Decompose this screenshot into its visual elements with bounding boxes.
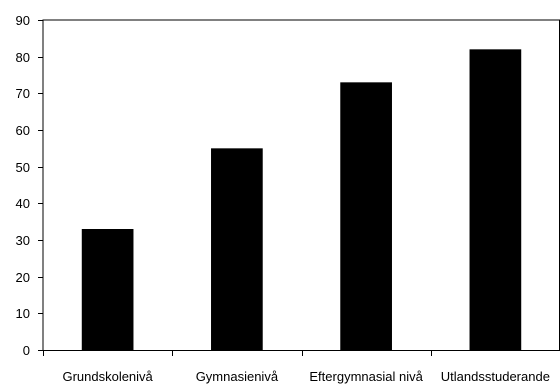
y-tick-label: 70 xyxy=(16,86,30,101)
x-axis: Grundskolenivå Gymnasienivå Eftergymnasial… xyxy=(38,350,560,384)
y-tick-label: 90 xyxy=(16,13,30,28)
bar-4 xyxy=(469,49,522,350)
y-tick-label: 40 xyxy=(16,196,30,211)
y-tick-label: 60 xyxy=(16,123,30,138)
x-category-label: Utlandsstuderande xyxy=(441,369,550,384)
bar-2 xyxy=(211,148,263,350)
y-tick-label: 30 xyxy=(16,233,30,248)
x-category-label: Eftergymnasial nivå xyxy=(309,369,423,384)
y-tick-label: 80 xyxy=(16,50,30,65)
y-tick-label: 50 xyxy=(16,160,30,175)
bar-3 xyxy=(340,82,392,350)
x-category-label: Gymnasienivå xyxy=(196,369,279,384)
y-tick-label: 0 xyxy=(23,343,30,358)
x-category-label: Grundskolenivå xyxy=(62,369,153,384)
y-tick-label: 10 xyxy=(16,306,30,321)
bars-group xyxy=(81,49,522,350)
y-axis: 0 10 20 30 40 50 60 70 80 90 xyxy=(16,13,43,358)
y-tick-label: 20 xyxy=(16,270,30,285)
bar-1 xyxy=(81,229,134,350)
